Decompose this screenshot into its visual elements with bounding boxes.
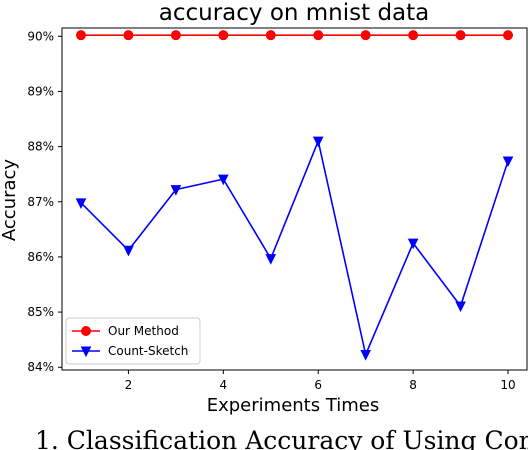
data-point-our-method	[265, 30, 276, 41]
data-point-our-method	[313, 30, 324, 41]
axes-frame	[61, 27, 528, 371]
y-tick-label: 84%	[27, 360, 54, 374]
data-point-our-method	[170, 30, 181, 41]
legend-marker-count-sketch	[80, 346, 92, 358]
data-point-our-method	[218, 30, 229, 41]
legend: Our Method Count-Sketch	[65, 317, 201, 365]
data-point-our-method	[360, 30, 371, 41]
x-tick-label: 2	[125, 378, 133, 392]
chart-title: accuracy on mnist data	[159, 0, 430, 26]
y-axis-label: Accuracy	[0, 159, 20, 242]
data-point-count-sketch	[265, 254, 277, 265]
data-point-count-sketch	[170, 185, 182, 196]
data-point-count-sketch	[312, 136, 324, 148]
figure-caption: 1. Classification Accuracy of Using Comp…	[35, 426, 528, 450]
y-tick-label: 88%	[27, 140, 54, 154]
y-tick-label: 85%	[27, 305, 54, 319]
x-tick-label: 8	[409, 378, 417, 392]
data-point-count-sketch	[218, 174, 229, 186]
data-point-count-sketch	[360, 350, 371, 361]
y-tick-label: 90%	[27, 29, 54, 43]
x-axis-label: Experiments Times	[207, 395, 380, 416]
legend-label-count-sketch: Count-Sketch	[108, 344, 188, 358]
data-point-count-sketch	[455, 301, 466, 313]
y-tick-label: 89%	[27, 84, 54, 98]
y-tick-label: 87%	[27, 195, 54, 209]
data-point-our-method	[123, 30, 134, 41]
data-point-count-sketch	[407, 238, 419, 250]
legend-box	[65, 317, 201, 365]
data-point-count-sketch	[502, 156, 514, 168]
series-layer	[75, 30, 514, 361]
y-axis-ticks: 84% 85% 86% 87% 88% 89% 90%	[27, 29, 62, 374]
data-point-our-method	[503, 30, 514, 41]
data-point-our-method	[75, 30, 86, 41]
plot-area: 84% 85% 86% 87% 88% 89% 90% 2 4 6 8 10	[27, 27, 528, 392]
legend-label-our-method: Our Method	[108, 324, 179, 338]
data-point-count-sketch	[123, 245, 134, 257]
x-tick-label: 4	[220, 378, 228, 392]
y-tick-label: 86%	[27, 250, 54, 264]
x-tick-label: 6	[314, 378, 322, 392]
data-point-our-method	[455, 30, 466, 41]
x-axis-ticks: 2 4 6 8 10	[125, 370, 516, 392]
data-point-count-sketch	[75, 198, 87, 209]
legend-marker-our-method	[81, 326, 91, 336]
x-tick-label: 10	[500, 378, 515, 392]
data-point-our-method	[408, 30, 419, 41]
series-line-count-sketch	[80, 138, 509, 358]
